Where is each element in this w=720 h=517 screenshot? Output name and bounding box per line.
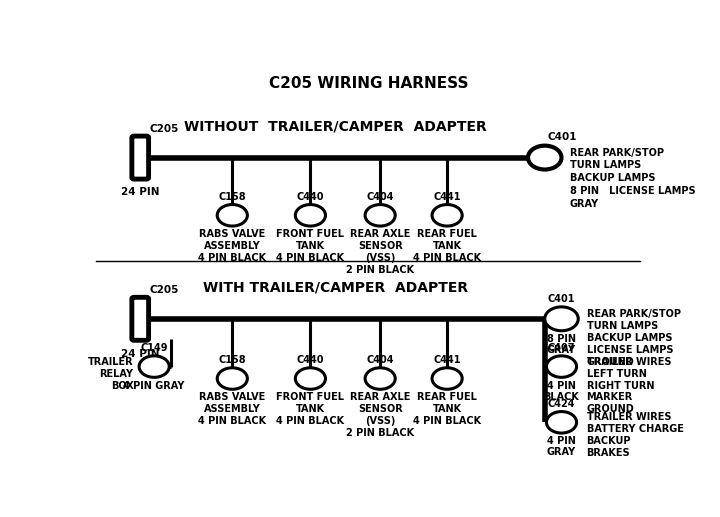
Circle shape — [546, 412, 577, 433]
Text: 4 PIN BLACK: 4 PIN BLACK — [276, 253, 344, 263]
Text: REAR PARK/STOP: REAR PARK/STOP — [570, 148, 664, 158]
Text: 4 PIN: 4 PIN — [547, 436, 576, 446]
Text: FRONT FUEL: FRONT FUEL — [276, 392, 344, 402]
Text: C404: C404 — [366, 355, 394, 366]
Text: C205: C205 — [149, 124, 179, 134]
Text: SENSOR: SENSOR — [358, 404, 402, 415]
Text: TRAILER WIRES: TRAILER WIRES — [587, 357, 671, 367]
Text: TANK: TANK — [296, 404, 325, 415]
Text: 4 PIN GRAY: 4 PIN GRAY — [124, 381, 185, 390]
Text: TANK: TANK — [433, 404, 462, 415]
Text: 8 PIN: 8 PIN — [547, 334, 576, 344]
Text: REAR AXLE: REAR AXLE — [350, 392, 410, 402]
Circle shape — [546, 356, 577, 377]
Text: C424: C424 — [548, 399, 575, 409]
Text: REAR AXLE: REAR AXLE — [350, 229, 410, 239]
Text: FRONT FUEL: FRONT FUEL — [276, 229, 344, 239]
Text: ASSEMBLY: ASSEMBLY — [204, 404, 261, 415]
Text: BATTERY CHARGE: BATTERY CHARGE — [587, 424, 683, 434]
Text: C149: C149 — [140, 343, 168, 354]
Text: REAR FUEL: REAR FUEL — [417, 392, 477, 402]
Circle shape — [432, 205, 462, 226]
Text: LEFT TURN: LEFT TURN — [587, 369, 647, 378]
Circle shape — [139, 356, 169, 377]
Text: 8 PIN   LICENSE LAMPS: 8 PIN LICENSE LAMPS — [570, 186, 696, 196]
Text: WITH TRAILER/CAMPER  ADAPTER: WITH TRAILER/CAMPER ADAPTER — [203, 281, 468, 295]
Circle shape — [545, 307, 578, 331]
Text: (VSS): (VSS) — [365, 253, 395, 263]
Text: 2 PIN BLACK: 2 PIN BLACK — [346, 428, 414, 438]
Text: TANK: TANK — [433, 241, 462, 251]
Circle shape — [295, 205, 325, 226]
Text: BOX: BOX — [111, 381, 133, 390]
Text: GRAY: GRAY — [547, 345, 576, 355]
Text: MARKER: MARKER — [587, 392, 633, 402]
Circle shape — [528, 146, 562, 170]
Text: 4 PIN BLACK: 4 PIN BLACK — [413, 253, 481, 263]
Text: RABS VALVE: RABS VALVE — [199, 229, 266, 239]
Text: REAR FUEL: REAR FUEL — [417, 229, 477, 239]
Circle shape — [217, 368, 248, 389]
Text: GRAY: GRAY — [547, 447, 576, 458]
Text: WITHOUT  TRAILER/CAMPER  ADAPTER: WITHOUT TRAILER/CAMPER ADAPTER — [184, 120, 487, 134]
Text: SENSOR: SENSOR — [358, 241, 402, 251]
Text: C441: C441 — [433, 355, 461, 366]
Text: C440: C440 — [297, 192, 324, 202]
Text: C401: C401 — [547, 132, 577, 143]
Text: C205 WIRING HARNESS: C205 WIRING HARNESS — [269, 76, 469, 91]
Text: 4 PIN BLACK: 4 PIN BLACK — [198, 253, 266, 263]
Text: TRAILER WIRES: TRAILER WIRES — [587, 413, 671, 422]
Text: 24 PIN: 24 PIN — [121, 348, 159, 359]
Text: 4 PIN: 4 PIN — [547, 381, 576, 390]
Circle shape — [217, 205, 248, 226]
Text: BLACK: BLACK — [544, 392, 580, 402]
Text: ASSEMBLY: ASSEMBLY — [204, 241, 261, 251]
Text: 4 PIN BLACK: 4 PIN BLACK — [413, 416, 481, 427]
Text: GROUND: GROUND — [587, 404, 634, 415]
FancyBboxPatch shape — [132, 136, 148, 179]
Text: BACKUP LAMPS: BACKUP LAMPS — [570, 173, 655, 183]
Text: RIGHT TURN: RIGHT TURN — [587, 381, 654, 390]
Text: C407: C407 — [548, 343, 575, 354]
Text: TRAILER: TRAILER — [88, 357, 133, 367]
Text: 24 PIN: 24 PIN — [121, 188, 159, 197]
Circle shape — [432, 368, 462, 389]
Text: C404: C404 — [366, 192, 394, 202]
Text: BRAKES: BRAKES — [587, 448, 630, 458]
Text: C205: C205 — [149, 285, 179, 295]
Text: RELAY: RELAY — [99, 369, 133, 378]
Text: TANK: TANK — [296, 241, 325, 251]
Text: BACKUP LAMPS: BACKUP LAMPS — [587, 333, 672, 343]
FancyBboxPatch shape — [132, 297, 148, 340]
Text: RABS VALVE: RABS VALVE — [199, 392, 266, 402]
Text: 4 PIN BLACK: 4 PIN BLACK — [198, 416, 266, 427]
Text: BACKUP: BACKUP — [587, 436, 631, 446]
Text: C158: C158 — [218, 355, 246, 366]
Text: LICENSE LAMPS: LICENSE LAMPS — [587, 345, 673, 355]
Text: (VSS): (VSS) — [365, 416, 395, 427]
Circle shape — [365, 368, 395, 389]
Text: TURN LAMPS: TURN LAMPS — [587, 321, 658, 331]
Circle shape — [295, 368, 325, 389]
Text: TURN LAMPS: TURN LAMPS — [570, 160, 641, 171]
Text: 2 PIN BLACK: 2 PIN BLACK — [346, 265, 414, 275]
Text: GRAY: GRAY — [570, 199, 599, 208]
Text: C401: C401 — [548, 295, 575, 305]
Text: C158: C158 — [218, 192, 246, 202]
Text: C440: C440 — [297, 355, 324, 366]
Circle shape — [365, 205, 395, 226]
Text: C441: C441 — [433, 192, 461, 202]
Text: 4 PIN BLACK: 4 PIN BLACK — [276, 416, 344, 427]
Text: GROUND: GROUND — [587, 357, 634, 367]
Text: REAR PARK/STOP: REAR PARK/STOP — [587, 309, 680, 319]
